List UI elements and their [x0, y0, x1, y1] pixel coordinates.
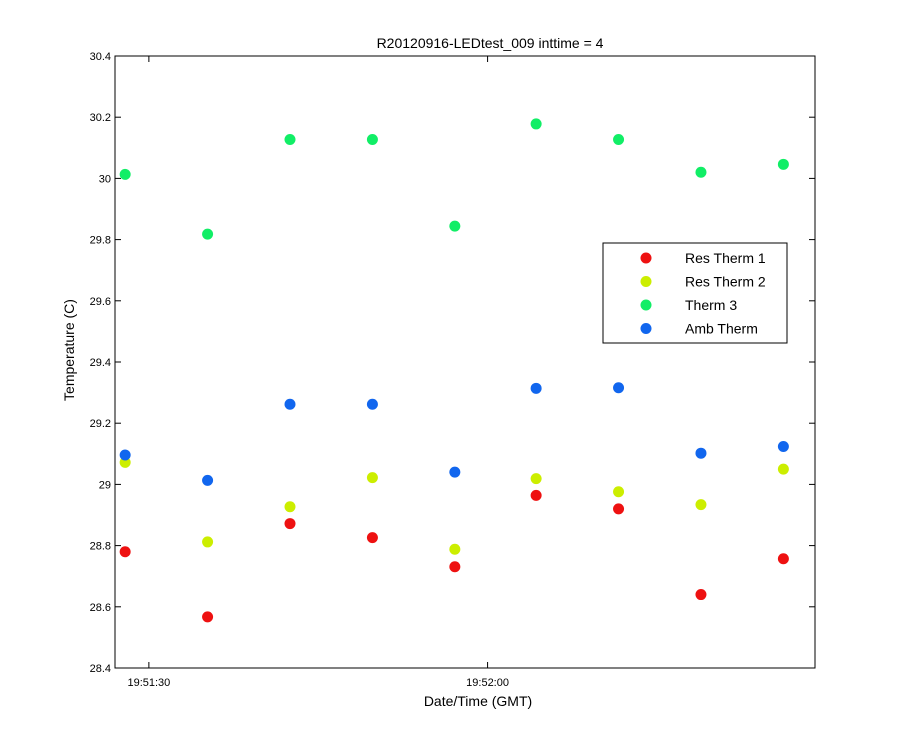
- data-point: [366, 472, 378, 484]
- data-point: [613, 503, 625, 515]
- legend-box: [602, 242, 788, 344]
- data-point: [202, 228, 214, 240]
- y-tick-label: 29.4: [90, 357, 111, 369]
- data-point: [777, 553, 789, 565]
- data-point: [695, 589, 707, 601]
- data-point: [695, 166, 707, 178]
- data-point: [613, 134, 625, 146]
- legend-marker: [640, 252, 652, 264]
- data-point: [449, 561, 461, 573]
- data-point: [777, 158, 789, 170]
- data-point: [119, 546, 131, 558]
- data-point: [530, 473, 542, 485]
- y-tick-label: 30.2: [90, 112, 111, 124]
- legend-label: Amb Therm: [685, 321, 758, 337]
- data-point: [119, 449, 131, 461]
- data-point: [613, 382, 625, 394]
- data-point: [449, 466, 461, 478]
- data-point: [119, 168, 131, 180]
- data-point: [202, 611, 214, 623]
- y-tick-label: 29: [99, 479, 111, 491]
- data-points: [119, 118, 789, 623]
- y-tick-label: 29.2: [90, 418, 111, 430]
- plot-area: [114, 55, 816, 669]
- legend-marker: [640, 299, 652, 311]
- data-point: [202, 536, 214, 548]
- data-point: [777, 440, 789, 452]
- data-point: [613, 486, 625, 498]
- x-tick-label: 19:51:30: [127, 677, 170, 689]
- data-point: [202, 474, 214, 486]
- legend: Res Therm 1 Res Therm 2 Therm 3 Amb Therm: [602, 242, 788, 344]
- data-point: [530, 489, 542, 501]
- data-point: [695, 447, 707, 459]
- data-point: [284, 518, 296, 530]
- x-axis-label: Date/Time (GMT): [424, 693, 532, 709]
- x-axis: 19:51:30 19:52:00: [127, 56, 509, 689]
- data-point: [530, 118, 542, 130]
- y-axis-label: Temperature (C): [61, 299, 77, 401]
- legend-label: Res Therm 1: [685, 250, 766, 266]
- y-tick-label: 30: [99, 173, 111, 185]
- data-point: [777, 463, 789, 475]
- data-point: [530, 382, 542, 394]
- data-point: [695, 499, 707, 511]
- x-tick-label: 19:52:00: [466, 677, 509, 689]
- legend-label: Res Therm 2: [685, 274, 766, 290]
- y-tick-label: 28.8: [90, 541, 111, 553]
- legend-marker: [640, 323, 652, 334]
- y-axis: 28.4 28.6 28.8 29 29.2 29.4 29.6 29.8 30 30.2 30.4: [90, 51, 815, 675]
- y-tick-label: 29.6: [90, 296, 111, 308]
- data-point: [449, 543, 461, 555]
- data-point: [284, 398, 296, 410]
- data-point: [366, 532, 378, 544]
- y-tick-label: 28.4: [90, 663, 111, 675]
- data-point: [284, 501, 296, 513]
- data-point: [284, 134, 296, 146]
- chart-title: R20120916-LEDtest_009 inttime = 4: [377, 35, 604, 51]
- data-point: [366, 134, 378, 146]
- data-point: [366, 398, 378, 410]
- y-tick-label: 29.8: [90, 235, 111, 247]
- y-tick-label: 30.4: [90, 51, 111, 63]
- data-point: [449, 220, 461, 232]
- legend-marker: [640, 276, 652, 287]
- legend-label: Therm 3: [685, 297, 737, 313]
- y-tick-label: 28.6: [90, 602, 111, 614]
